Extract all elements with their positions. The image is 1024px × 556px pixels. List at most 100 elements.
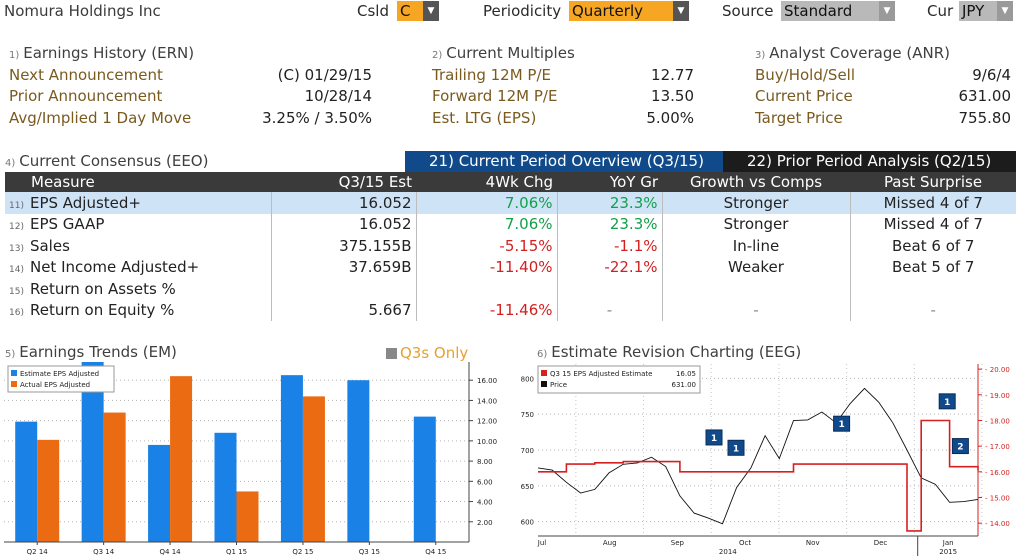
left-y-tick-label: 800 xyxy=(521,375,534,383)
legend-value-price: 631.00 xyxy=(672,381,697,389)
earnings-history-header[interactable]: 1) Earnings History (ERN) xyxy=(9,44,194,62)
estimate-bar[interactable] xyxy=(148,444,171,542)
actual-bar[interactable] xyxy=(37,439,60,542)
table-row[interactable]: 15) Return on Assets % xyxy=(5,278,1016,300)
y-axis-ticks: 2.00 4.00 6.00 8.00 10.00 12.00 14.00 16.00 xyxy=(468,362,497,542)
measure-name: EPS Adjusted+ xyxy=(29,193,141,212)
event-marker[interactable] xyxy=(951,438,969,455)
tab-current-period-overview[interactable]: 21) Current Period Overview (Q3/15) xyxy=(405,151,723,172)
estimate-bar[interactable] xyxy=(214,432,237,542)
forward-pe-label: Forward 12M P/E xyxy=(432,87,558,105)
earnings-trends-title: Earnings Trends (EM) xyxy=(19,343,177,361)
estimate-bar[interactable] xyxy=(347,380,370,542)
estimate-revision-header[interactable]: 6) Estimate Revision Charting (EEG) xyxy=(537,343,801,361)
growth-cell: Stronger xyxy=(662,213,851,235)
section-number: 1) xyxy=(9,50,20,61)
target-price-label: Target Price xyxy=(755,109,843,127)
right-y-axis-ticks: - 14.00 - 15.00 - 16.00 - 17.00 - 18.00 - 19.… xyxy=(978,366,1010,528)
table-row[interactable]: 11) EPS Adjusted+ 16.052 7.06% 23.3% Stro… xyxy=(5,192,1016,214)
actual-bar[interactable] xyxy=(170,376,193,542)
estimate-bar[interactable] xyxy=(81,362,104,542)
currency-dropdown[interactable]: JPY xyxy=(959,1,997,21)
surprise-cell: - xyxy=(930,301,936,320)
event-marker[interactable] xyxy=(833,415,851,432)
event-marker[interactable] xyxy=(938,393,956,410)
col-estimate[interactable]: Q3/15 Est xyxy=(271,172,416,192)
event-marker[interactable] xyxy=(727,439,745,456)
estimate-cell: 375.155B xyxy=(271,235,417,257)
growth-cell: - xyxy=(662,299,851,321)
actual-bar[interactable] xyxy=(302,396,325,542)
table-row[interactable]: 13) Sales 375.155B -5.15% -1.1% In-line B… xyxy=(5,235,1016,257)
section-number: 2) xyxy=(432,50,443,61)
estimate-line[interactable] xyxy=(538,419,979,532)
source-dropdown[interactable]: Standard xyxy=(781,1,879,21)
x-tick-label: Nov xyxy=(806,539,820,547)
legend-value-estimate: 16.05 xyxy=(676,370,696,378)
measure-name: EPS GAAP xyxy=(29,215,105,234)
periodicity-chevron-down-icon[interactable]: ▼ xyxy=(673,1,689,21)
col-4wk-chg[interactable]: 4Wk Chg xyxy=(416,172,557,192)
x-tick-label: Q4 15 xyxy=(425,548,446,556)
x-tick-label: Sep xyxy=(671,539,685,547)
csld-dropdown[interactable]: C xyxy=(397,1,423,21)
yoy-cell: 23.3% xyxy=(557,192,663,214)
legend-swatch-estimate xyxy=(11,370,17,376)
estimate-bar[interactable] xyxy=(413,416,436,542)
prior-announcement-label: Prior Announcement xyxy=(9,87,163,105)
col-measure[interactable]: Measure xyxy=(5,172,271,192)
next-announcement-value: (C) 01/29/15 xyxy=(277,66,372,84)
table-row[interactable]: 12) EPS GAAP 16.052 7.06% 23.3% Stronger … xyxy=(5,213,1016,235)
col-past-surprise[interactable]: Past Surprise xyxy=(850,172,1016,192)
chg-cell: 7.06% xyxy=(416,213,558,235)
estimate-bar[interactable] xyxy=(15,421,38,542)
x-year-label: 2015 xyxy=(939,548,957,556)
current-multiples-title: Current Multiples xyxy=(446,44,575,62)
surprise-cell: Beat 5 of 7 xyxy=(892,258,975,277)
consensus-title: Current Consensus (EEO) xyxy=(19,152,209,170)
avg-implied-move-value: 3.25% / 3.50% xyxy=(262,109,372,127)
table-row[interactable]: 16) Return on Equity % 5.667 -11.46% - - … xyxy=(5,299,1016,321)
x-tick-label: Dec xyxy=(874,539,888,547)
event-marker-label: 1 xyxy=(838,420,844,430)
actual-bar[interactable] xyxy=(236,491,259,542)
buy-hold-sell-label: Buy/Hold/Sell xyxy=(755,66,856,84)
event-marker[interactable] xyxy=(705,429,723,446)
legend-box xyxy=(537,365,701,394)
price-line[interactable] xyxy=(537,387,979,525)
x-tick-label: Oct xyxy=(739,539,751,547)
right-y-tick-label: - 20.00 xyxy=(985,366,1010,374)
legend-label-estimate: Q3 15 EPS Adjusted Estimate xyxy=(550,370,652,378)
consensus-header[interactable]: 4) Current Consensus (EEO) xyxy=(5,152,208,170)
estimate-bar[interactable] xyxy=(280,375,303,542)
earnings-trends-header[interactable]: 5) Earnings Trends (EM) xyxy=(5,343,177,361)
yoy-cell: -22.1% xyxy=(557,256,663,278)
currency-chevron-down-icon[interactable]: ▼ xyxy=(997,1,1013,21)
actual-bar[interactable] xyxy=(103,412,126,542)
row-number: 15) xyxy=(9,286,24,297)
trailing-pe-label: Trailing 12M P/E xyxy=(432,66,551,84)
periodicity-dropdown[interactable]: Quarterly xyxy=(569,1,673,21)
table-row[interactable]: 14) Net Income Adjusted+ 37.659B -11.40% … xyxy=(5,256,1016,278)
x-tick-label: Q3 15 xyxy=(359,548,380,556)
csld-chevron-down-icon[interactable]: ▼ xyxy=(423,1,439,21)
est-ltg-value: 5.00% xyxy=(646,109,694,127)
source-chevron-down-icon[interactable]: ▼ xyxy=(879,1,895,21)
q3s-only-toggle[interactable]: Q3s Only xyxy=(386,344,468,362)
current-multiples-header[interactable]: 2) Current Multiples xyxy=(432,44,575,62)
legend-box xyxy=(7,365,115,393)
currency-label: Cur xyxy=(927,2,954,20)
estimate-cell: 16.052 xyxy=(271,192,417,214)
col-yoy-gr[interactable]: YoY Gr xyxy=(557,172,662,192)
measure-name: Sales xyxy=(29,236,70,255)
tab-prior-period-analysis[interactable]: 22) Prior Period Analysis (Q2/15) xyxy=(723,151,1016,172)
table-header-row: Measure Q3/15 Est 4Wk Chg YoY Gr Growth … xyxy=(5,172,1016,192)
measure-name: Net Income Adjusted+ xyxy=(29,258,200,277)
legend-label-actual: Actual EPS Adjusted xyxy=(20,381,90,389)
analyst-coverage-header[interactable]: 3) Analyst Coverage (ANR) xyxy=(755,44,950,62)
buy-hold-sell-value: 9/6/4 xyxy=(972,66,1011,84)
growth-cell: Weaker xyxy=(662,256,851,278)
col-growth-vs-comps[interactable]: Growth vs Comps xyxy=(662,172,850,192)
checkbox-icon[interactable] xyxy=(386,348,397,359)
x-tick-label: Aug xyxy=(603,539,617,547)
